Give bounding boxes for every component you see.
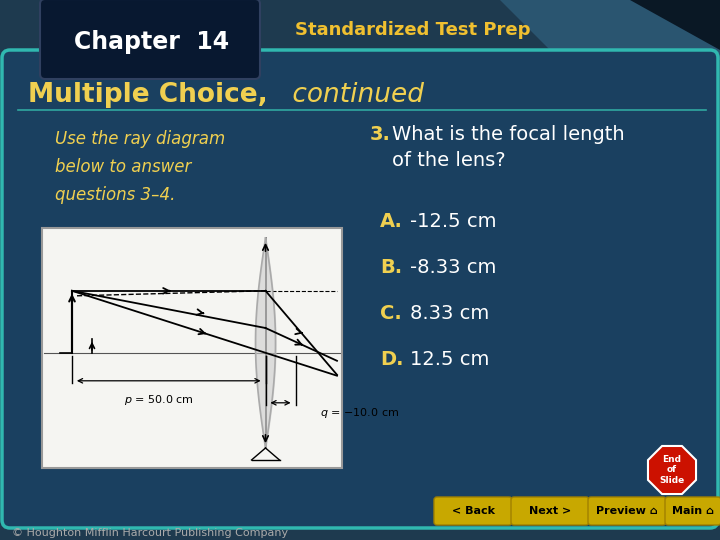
- Text: < Back: < Back: [451, 506, 495, 516]
- Text: 8.33 cm: 8.33 cm: [410, 304, 490, 323]
- FancyBboxPatch shape: [588, 497, 666, 525]
- Text: $q$ = $-$10.0 cm: $q$ = $-$10.0 cm: [320, 406, 400, 420]
- Polygon shape: [648, 446, 696, 494]
- FancyBboxPatch shape: [42, 228, 342, 468]
- Text: C.: C.: [380, 304, 402, 323]
- Text: Next >: Next >: [529, 506, 571, 516]
- Text: What is the focal length
of the lens?: What is the focal length of the lens?: [392, 125, 625, 171]
- Text: Multiple Choice,: Multiple Choice,: [28, 82, 268, 108]
- Text: D.: D.: [380, 350, 403, 369]
- Text: Use the ray diagram
below to answer
questions 3–4.: Use the ray diagram below to answer ques…: [55, 130, 225, 204]
- Text: Preview ⌂: Preview ⌂: [596, 506, 658, 516]
- Text: -8.33 cm: -8.33 cm: [410, 258, 496, 277]
- Text: B.: B.: [380, 258, 402, 277]
- FancyBboxPatch shape: [40, 0, 260, 79]
- FancyBboxPatch shape: [434, 497, 512, 525]
- Text: Main ⌂: Main ⌂: [672, 506, 714, 516]
- Text: 12.5 cm: 12.5 cm: [410, 350, 490, 369]
- Text: A.: A.: [380, 212, 403, 231]
- Polygon shape: [500, 0, 720, 60]
- Text: $p$ = 50.0 cm: $p$ = 50.0 cm: [124, 393, 194, 407]
- Text: continued: continued: [284, 82, 424, 108]
- FancyBboxPatch shape: [665, 497, 720, 525]
- Text: © Houghton Mifflin Harcourt Publishing Company: © Houghton Mifflin Harcourt Publishing C…: [12, 528, 288, 538]
- Polygon shape: [630, 0, 720, 50]
- Text: Chapter  14: Chapter 14: [74, 30, 230, 54]
- FancyBboxPatch shape: [2, 50, 718, 528]
- Text: End
of
Slide: End of Slide: [660, 455, 685, 485]
- Text: Standardized Test Prep: Standardized Test Prep: [295, 21, 531, 39]
- FancyBboxPatch shape: [511, 497, 589, 525]
- Text: 3.: 3.: [370, 125, 391, 144]
- Text: -12.5 cm: -12.5 cm: [410, 212, 497, 231]
